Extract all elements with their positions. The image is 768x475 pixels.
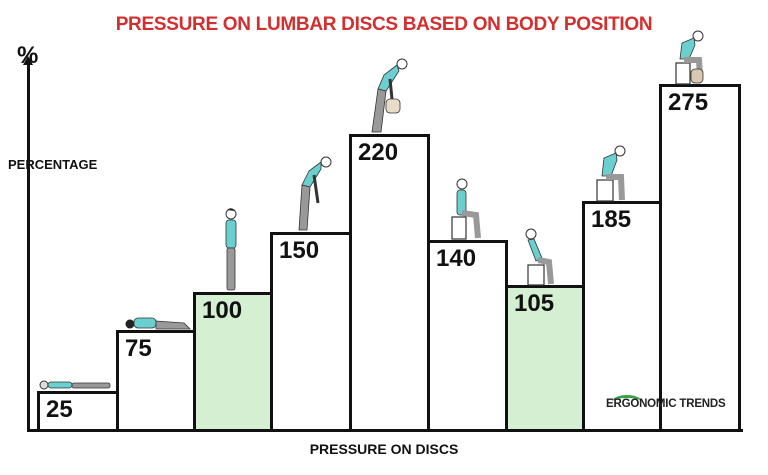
brand-logo: ERGONOMIC TRENDS: [606, 398, 726, 410]
figure-lying-back-icon: [39, 380, 111, 390]
bar-lying-back: 25: [37, 391, 119, 432]
bar-value: 140: [436, 245, 477, 272]
figure-standing-bent-icon: [298, 156, 332, 231]
figure-sitting-upright-icon: [451, 178, 481, 240]
bar-value: 105: [514, 290, 555, 317]
figure-lying-side-icon: [125, 317, 191, 330]
figure-sitting-reclined-icon: [525, 228, 554, 286]
bar-standing: 100: [193, 292, 273, 432]
bar-value: 185: [591, 206, 632, 233]
bar-sitting-lifting: 275: [659, 84, 741, 432]
bar-value: 220: [358, 139, 399, 166]
bar-value: 25: [46, 396, 73, 423]
bar-value: 150: [279, 237, 320, 264]
y-axis-unit: %: [17, 42, 39, 69]
bar-value: 75: [125, 335, 152, 362]
bar-sitting-upright: 140: [427, 240, 508, 432]
x-axis-line: [27, 429, 743, 432]
y-axis-label: PERCENTAGE: [8, 157, 98, 172]
chart-title: PRESSURE ON LUMBAR DISCS BASED ON BODY P…: [115, 14, 653, 35]
figure-standing-lifting-icon: [371, 58, 408, 133]
bar-standing-lifting: 220: [349, 134, 430, 432]
bar-sitting-reclined: 105: [505, 285, 585, 432]
bar-lying-side: 75: [116, 330, 196, 432]
bar-value: 100: [202, 297, 243, 324]
bar-standing-bent: 150: [270, 232, 352, 432]
figure-sitting-lifting-icon: [675, 30, 704, 85]
figure-standing-icon: [225, 208, 237, 291]
y-axis-line: [27, 60, 30, 431]
bar-value: 275: [668, 89, 709, 116]
x-axis-label: PRESSURE ON DISCS: [309, 441, 459, 457]
figure-sitting-bent-icon: [596, 145, 626, 202]
logo-arc-icon: [612, 395, 642, 409]
